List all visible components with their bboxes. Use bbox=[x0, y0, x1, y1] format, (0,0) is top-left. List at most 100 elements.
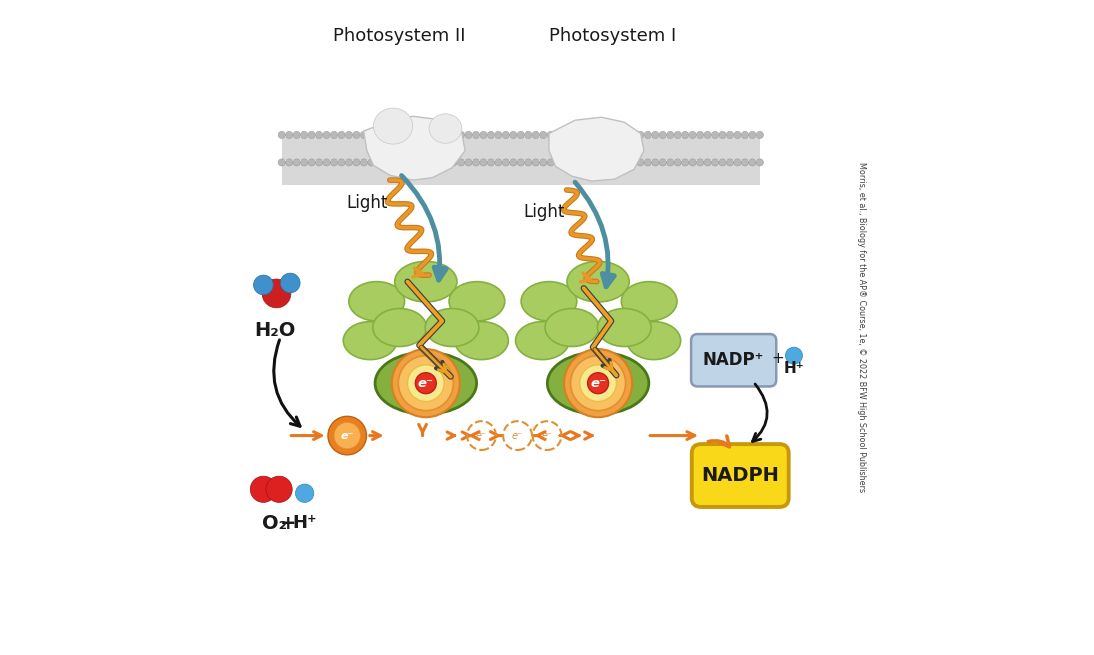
Circle shape bbox=[510, 131, 517, 138]
Circle shape bbox=[392, 349, 459, 417]
Circle shape bbox=[703, 159, 711, 166]
Circle shape bbox=[420, 131, 428, 138]
Circle shape bbox=[397, 159, 405, 166]
Circle shape bbox=[711, 159, 719, 166]
Circle shape bbox=[397, 131, 405, 138]
Circle shape bbox=[391, 159, 397, 166]
Circle shape bbox=[480, 131, 487, 138]
Circle shape bbox=[539, 131, 547, 138]
Circle shape bbox=[621, 131, 629, 138]
Text: Photosystem II: Photosystem II bbox=[334, 27, 466, 45]
Ellipse shape bbox=[627, 322, 680, 360]
Ellipse shape bbox=[621, 282, 677, 321]
Circle shape bbox=[412, 159, 420, 166]
Circle shape bbox=[719, 159, 726, 166]
Circle shape bbox=[278, 159, 286, 166]
Circle shape bbox=[420, 159, 428, 166]
Circle shape bbox=[442, 131, 450, 138]
Circle shape bbox=[309, 159, 315, 166]
Circle shape bbox=[600, 131, 606, 138]
Circle shape bbox=[309, 131, 315, 138]
Circle shape bbox=[703, 131, 711, 138]
Text: O₂: O₂ bbox=[263, 514, 288, 533]
Text: Light: Light bbox=[524, 202, 566, 221]
FancyBboxPatch shape bbox=[691, 444, 789, 507]
Ellipse shape bbox=[545, 309, 598, 346]
Circle shape bbox=[405, 159, 412, 166]
Ellipse shape bbox=[567, 261, 629, 302]
Circle shape bbox=[412, 131, 420, 138]
Circle shape bbox=[487, 131, 494, 138]
Circle shape bbox=[592, 131, 600, 138]
Circle shape bbox=[254, 275, 274, 295]
Text: e⁻: e⁻ bbox=[512, 430, 523, 441]
Text: H₂O: H₂O bbox=[255, 321, 295, 340]
Circle shape bbox=[435, 131, 442, 138]
Text: NADPH: NADPH bbox=[701, 466, 779, 485]
FancyBboxPatch shape bbox=[691, 334, 777, 386]
Circle shape bbox=[532, 159, 539, 166]
Circle shape bbox=[577, 131, 584, 138]
Ellipse shape bbox=[597, 309, 651, 346]
Circle shape bbox=[570, 159, 577, 166]
Circle shape bbox=[293, 131, 300, 138]
Circle shape bbox=[547, 131, 555, 138]
Circle shape bbox=[711, 131, 719, 138]
Circle shape bbox=[473, 159, 479, 166]
Circle shape bbox=[346, 159, 352, 166]
Text: NADP⁺: NADP⁺ bbox=[703, 350, 765, 369]
Circle shape bbox=[442, 159, 450, 166]
Bar bbox=[282, 161, 760, 185]
Circle shape bbox=[742, 131, 748, 138]
Text: +: + bbox=[772, 351, 784, 365]
Circle shape bbox=[510, 159, 517, 166]
Text: H⁺: H⁺ bbox=[783, 362, 804, 376]
Circle shape bbox=[450, 131, 457, 138]
Circle shape bbox=[734, 159, 741, 166]
Ellipse shape bbox=[515, 322, 569, 360]
Circle shape bbox=[301, 159, 307, 166]
Circle shape bbox=[532, 131, 539, 138]
Ellipse shape bbox=[426, 309, 479, 346]
Circle shape bbox=[346, 131, 352, 138]
Circle shape bbox=[375, 159, 383, 166]
Circle shape bbox=[280, 273, 300, 293]
Ellipse shape bbox=[373, 108, 412, 144]
Circle shape bbox=[719, 131, 726, 138]
Text: H⁺: H⁺ bbox=[292, 514, 317, 532]
Circle shape bbox=[682, 131, 689, 138]
Circle shape bbox=[742, 159, 748, 166]
Circle shape bbox=[375, 131, 383, 138]
Circle shape bbox=[615, 159, 621, 166]
Circle shape bbox=[682, 159, 689, 166]
Text: e⁻: e⁻ bbox=[418, 377, 434, 390]
Ellipse shape bbox=[429, 114, 462, 143]
Text: e⁻: e⁻ bbox=[590, 377, 606, 390]
Circle shape bbox=[328, 417, 366, 455]
Circle shape bbox=[293, 159, 300, 166]
Ellipse shape bbox=[521, 282, 577, 321]
Circle shape bbox=[629, 159, 637, 166]
Circle shape bbox=[353, 159, 360, 166]
Circle shape bbox=[565, 349, 632, 417]
Circle shape bbox=[734, 131, 741, 138]
Circle shape bbox=[278, 131, 286, 138]
Circle shape bbox=[689, 159, 696, 166]
Circle shape bbox=[428, 131, 434, 138]
Circle shape bbox=[748, 131, 756, 138]
Circle shape bbox=[666, 131, 674, 138]
Circle shape bbox=[383, 131, 389, 138]
Circle shape bbox=[555, 159, 561, 166]
Circle shape bbox=[428, 159, 434, 166]
Circle shape bbox=[315, 131, 323, 138]
Circle shape bbox=[398, 356, 453, 411]
Circle shape bbox=[697, 131, 703, 138]
Circle shape bbox=[592, 159, 600, 166]
Circle shape bbox=[517, 159, 524, 166]
Bar bbox=[282, 137, 760, 160]
Circle shape bbox=[286, 131, 293, 138]
Circle shape bbox=[785, 347, 803, 364]
Circle shape bbox=[494, 131, 502, 138]
Circle shape bbox=[330, 159, 338, 166]
Circle shape bbox=[353, 131, 360, 138]
